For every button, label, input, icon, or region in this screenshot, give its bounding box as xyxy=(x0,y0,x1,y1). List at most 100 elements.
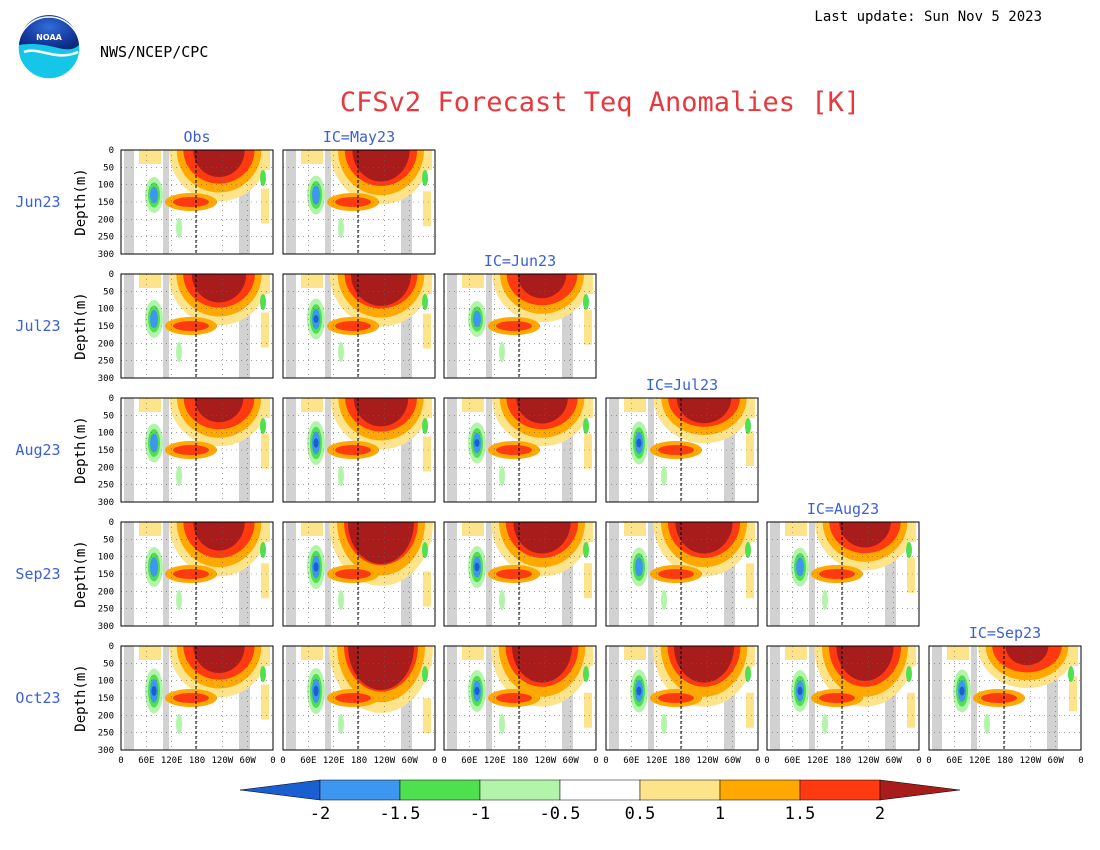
longitude-tick-label: 120E xyxy=(484,756,506,766)
depth-tick-label: 250 xyxy=(98,481,114,491)
panel-frame xyxy=(120,397,274,503)
depth-tick-label: 300 xyxy=(98,250,114,260)
forecast-panel xyxy=(120,149,274,255)
panel-frame xyxy=(443,397,597,503)
anomaly-region xyxy=(907,557,915,593)
anomaly-region xyxy=(661,466,667,486)
anomaly-region xyxy=(176,218,182,238)
colorbar: -2 -1.5 -1 -0.5 0.5 1 1.5 2 xyxy=(239,779,961,824)
longitude-tick-label: 60E xyxy=(784,756,800,766)
anomaly-region xyxy=(193,646,245,673)
anomaly-region xyxy=(261,563,269,599)
panel-body xyxy=(283,150,435,254)
anomaly-region xyxy=(176,342,182,362)
anomaly-region xyxy=(517,274,567,299)
longitude-tick-label: 0 xyxy=(755,756,760,766)
panel-frame xyxy=(120,149,274,255)
anomaly-region xyxy=(194,398,244,423)
depth-tick-label: 50 xyxy=(103,535,114,545)
anomaly-region xyxy=(636,438,642,448)
anomaly-region xyxy=(906,666,912,682)
longitude-tick-label: 180 xyxy=(189,756,205,766)
panel-frame xyxy=(120,645,274,751)
longitude-tick-label: 60E xyxy=(946,756,962,766)
anomaly-region xyxy=(474,562,480,572)
noaa-logo-text: NOAA xyxy=(36,33,62,42)
anomaly-region xyxy=(193,522,245,551)
longitude-tick-label: 0 xyxy=(603,756,608,766)
land-mask xyxy=(401,150,412,254)
longitude-tick-label: 60W xyxy=(886,756,903,766)
land-mask xyxy=(447,274,457,378)
anomaly-region xyxy=(301,646,323,660)
anomaly-region xyxy=(313,685,319,697)
longitude-tick-label: 180 xyxy=(351,756,367,766)
panel-frame xyxy=(605,397,759,503)
colorbar-level-label: -1.5 xyxy=(380,804,421,824)
depth-tick-label: 200 xyxy=(98,587,114,597)
longitude-tick-label: 0 xyxy=(118,756,123,766)
anomaly-region xyxy=(423,571,431,607)
anomaly-region xyxy=(1068,666,1074,682)
depth-tick-label: 0 xyxy=(109,270,114,280)
y-axis-label: Depth(m) xyxy=(73,540,89,607)
panel-body xyxy=(767,522,919,626)
colorbar-level-label: 0.5 xyxy=(625,804,656,824)
anomaly-region xyxy=(150,310,158,328)
land-mask xyxy=(124,398,134,502)
panel-frame xyxy=(443,521,597,627)
anomaly-region xyxy=(176,714,182,734)
longitude-tick-label: 120W xyxy=(1019,756,1041,766)
longitude-tick-label: 60W xyxy=(240,756,257,766)
anomaly-region xyxy=(260,418,266,434)
panel-frame xyxy=(766,521,920,627)
land-mask xyxy=(609,646,619,750)
colorbar-level-label: -0.5 xyxy=(540,804,581,824)
forecast-panel xyxy=(443,397,597,503)
longitude-tick-label: 120E xyxy=(323,756,345,766)
anomaly-region xyxy=(139,646,161,660)
longitude-tick-label: 120W xyxy=(211,756,233,766)
anomaly-region xyxy=(150,186,158,204)
forecast-panel xyxy=(766,645,920,751)
panel-frame xyxy=(120,521,274,627)
anomaly-region xyxy=(785,646,807,660)
land-mask xyxy=(401,274,412,378)
anomaly-region xyxy=(176,466,182,486)
column-title: IC=Jun23 xyxy=(484,252,556,270)
anomaly-region xyxy=(473,310,481,328)
panel-body xyxy=(767,646,919,750)
panel-body xyxy=(444,398,596,502)
panel-frame xyxy=(443,645,597,751)
panel-frame xyxy=(120,273,274,379)
colorbar-segment xyxy=(639,779,721,801)
panel-body xyxy=(121,274,273,378)
panel-frame xyxy=(282,397,436,503)
anomaly-region xyxy=(785,522,807,536)
anomaly-region xyxy=(139,522,161,536)
forecast-panel xyxy=(282,645,436,751)
anomaly-region xyxy=(583,542,589,558)
anomaly-region xyxy=(675,522,733,554)
land-mask xyxy=(239,274,250,378)
land-mask xyxy=(286,274,296,378)
land-mask xyxy=(724,398,735,502)
anomaly-region xyxy=(661,590,667,610)
anomaly-region xyxy=(313,438,319,448)
longitude-tick-label: 60E xyxy=(138,756,154,766)
anomaly-region xyxy=(984,714,990,734)
anomaly-region xyxy=(746,692,754,728)
anomaly-region xyxy=(261,433,269,469)
anomaly-region xyxy=(624,522,646,536)
anomaly-region xyxy=(499,714,505,734)
forecast-panel xyxy=(120,521,274,627)
last-update-text: Last update: Sun Nov 5 2023 xyxy=(814,9,1042,25)
longitude-tick-label: 120E xyxy=(646,756,668,766)
panel-frame xyxy=(282,645,436,751)
land-mask xyxy=(447,398,457,502)
longitude-tick-label: 120W xyxy=(373,756,395,766)
land-mask xyxy=(239,150,250,254)
anomaly-region xyxy=(474,439,480,447)
anomaly-region xyxy=(301,274,323,288)
